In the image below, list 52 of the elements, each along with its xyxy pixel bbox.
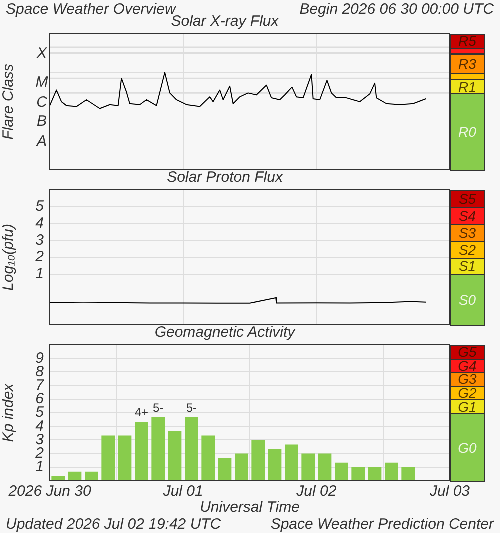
x-tick-label: 2026 Jun 30 [8,483,92,500]
data-label: 5- [152,400,164,415]
text: Begin 2026 06 30 00:00 UTC [300,1,494,18]
bar [402,467,415,481]
chart-title: Solar Proton Flux [167,169,284,186]
data-label: 5- [186,400,198,415]
bar [352,467,365,481]
bar [135,422,148,481]
x-tick-label: Jul 03 [428,483,471,500]
bar [152,417,165,481]
level-scale: S5 S4 S3 S2 S1 S0 [450,190,485,325]
chart-title: Geomagnetic Activity [154,324,297,342]
bar [368,467,382,481]
y-tick-label: 5 [36,198,45,216]
text: M [34,74,50,92]
bar [85,472,98,481]
bar [168,431,182,481]
x-axis-title: Universal Time [200,499,300,516]
text: C [36,94,48,110]
text: B [36,113,48,130]
bar [335,462,348,481]
text: Space Weather Prediction Center [270,516,494,533]
text: X [36,44,48,62]
bar [185,417,198,481]
y-tick-label: 3 [36,232,45,249]
bar [102,436,115,481]
text: Updated 2026 Jul 02 19:42 UTC [6,516,222,533]
level-scale: R5 R3 R1 R0 [450,34,485,170]
bar [252,440,265,481]
bar [318,454,332,481]
chart-title: Solar X-ray Flux [171,13,280,30]
y-axis-title: Log₁₀(pfu) [0,224,18,291]
bar [218,458,232,481]
bar [202,436,215,481]
bar [302,454,315,481]
level-scale: G5 G4 G3 G2 G1 G0 [450,345,485,481]
bar [285,444,298,481]
bar [268,449,282,481]
bar [235,454,248,481]
y-tick-label: 2 [34,248,45,266]
y-axis-title: Kp index [0,383,18,442]
y-axis-title: Flare Class [0,64,18,140]
data-label: 4+ [134,405,149,420]
x-tick-label: Jul 01 [162,483,204,500]
x-tick-label: Jul 02 [296,483,338,500]
y-tick-label: 1 [36,266,44,283]
bar [52,476,65,481]
bar [68,472,82,481]
bar [118,436,132,481]
y-tick-label: 4 [36,214,44,232]
text: A [35,132,48,150]
bar [385,462,398,481]
